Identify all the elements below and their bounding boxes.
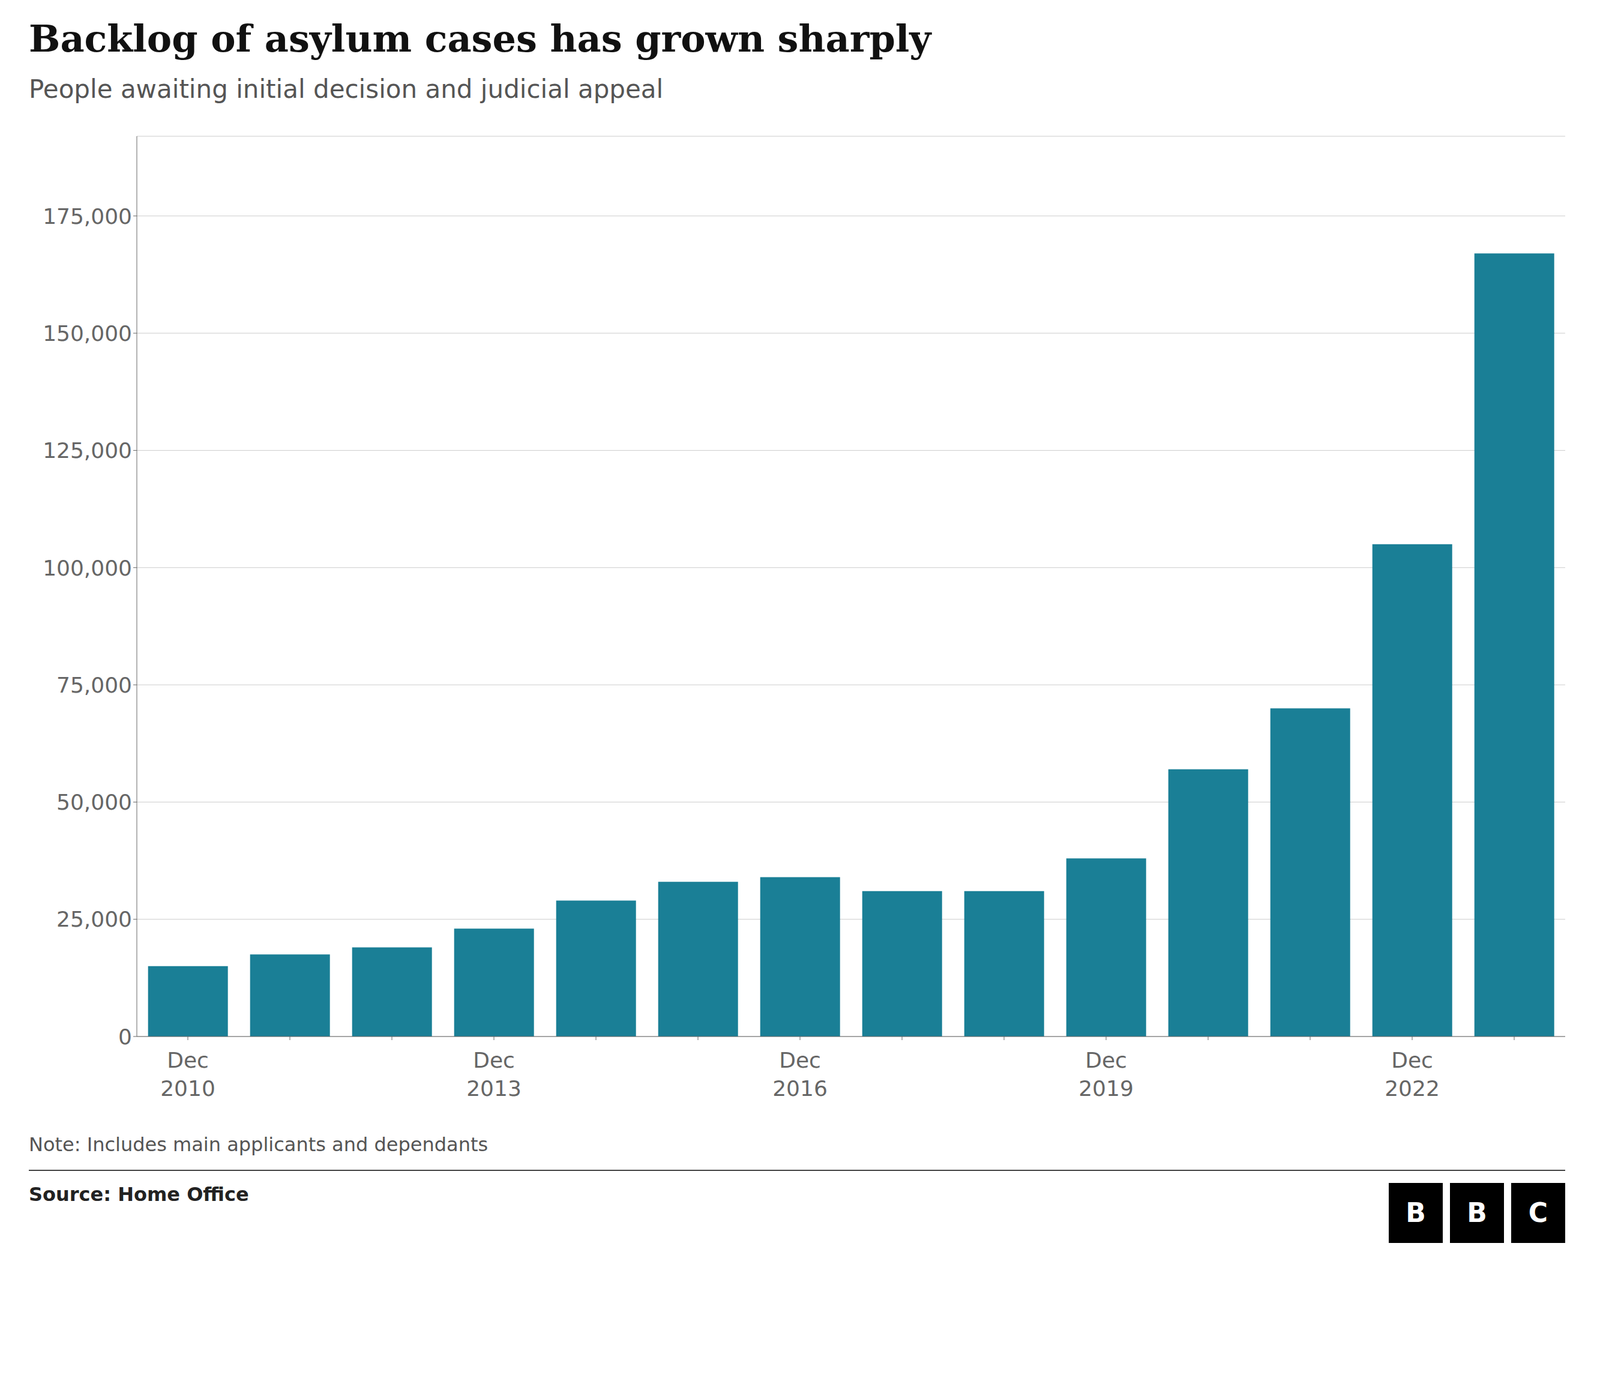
html-text:B: B — [1466, 1197, 1488, 1228]
svg-text:25,000: 25,000 — [56, 906, 133, 932]
html-text:Note: Includes main applicants: Note: Includes main applicants and depen… — [28, 1133, 488, 1156]
html-text:People awaiting initial decisi: People awaiting initial decision and jud… — [28, 74, 664, 105]
svg-text:0: 0 — [118, 1024, 133, 1050]
svg-text:125,000: 125,000 — [42, 438, 133, 463]
svg-text:Dec2010: Dec2010 — [160, 1047, 216, 1101]
svg-text:Dec2022: Dec2022 — [1384, 1047, 1440, 1101]
svg-text:Dec2013: Dec2013 — [466, 1047, 522, 1101]
svg-text:50,000: 50,000 — [56, 789, 133, 815]
svg-text:75,000: 75,000 — [56, 672, 133, 698]
svg-text:100,000: 100,000 — [42, 555, 133, 581]
html-text:Source: Home Office: Source: Home Office — [28, 1182, 249, 1206]
html-text:C: C — [1528, 1197, 1548, 1228]
svg-text:175,000: 175,000 — [42, 204, 133, 229]
svg-text:Dec2019: Dec2019 — [1078, 1047, 1134, 1101]
svg-text:Dec2016: Dec2016 — [772, 1047, 828, 1101]
html-text:Backlog of asylum cases has gr: Backlog of asylum cases has grown sharpl… — [28, 16, 932, 61]
svg-text:150,000: 150,000 — [42, 321, 133, 346]
html-text:B: B — [1405, 1197, 1426, 1228]
